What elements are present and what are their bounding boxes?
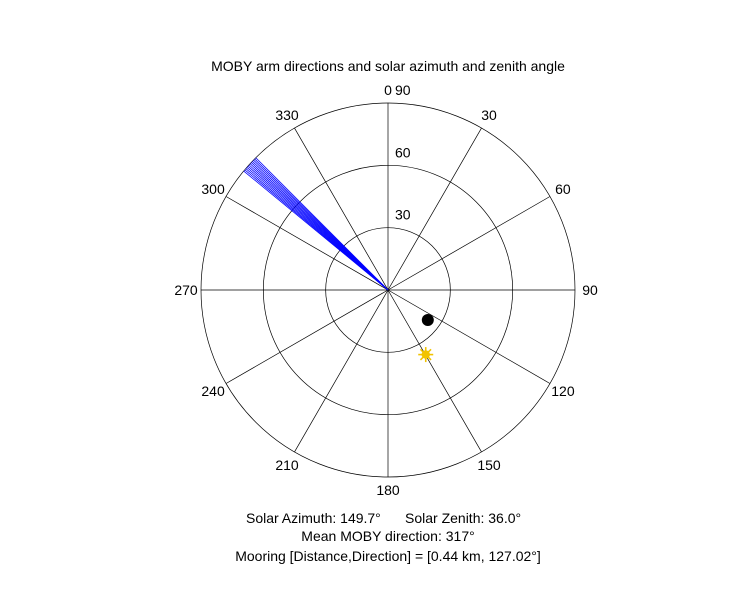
spoke-30	[387, 127, 482, 291]
chart-title: MOBY arm directions and solar azimuth an…	[211, 58, 565, 74]
mooring-marker	[421, 314, 434, 327]
radial-tick-label-30: 30	[395, 207, 411, 223]
sun-marker	[418, 347, 434, 363]
angle-tick-label-30: 30	[481, 107, 497, 123]
angle-tick-label-300: 300	[201, 181, 225, 197]
angle-tick-label-0: 0	[384, 82, 392, 98]
angle-tick-label-330: 330	[275, 107, 299, 123]
annotations: Solar Azimuth: 149.7° Solar Zenith: 36.0…	[235, 510, 541, 564]
solar-zenith-annotation: Solar Zenith: 36.0°	[405, 510, 521, 526]
angle-tick-label-60: 60	[555, 181, 571, 197]
solar-azimuth-annotation: Solar Azimuth: 149.7°	[246, 510, 381, 526]
data-layer	[243, 157, 434, 363]
mean-moby-direction-annotation: Mean MOBY direction: 317°	[301, 528, 474, 544]
spoke-60	[387, 196, 551, 291]
angle-tick-label-150: 150	[477, 457, 501, 473]
spoke-210	[294, 289, 389, 453]
angle-tick-label-180: 180	[376, 482, 400, 498]
angle-tick-label-90: 90	[582, 282, 598, 298]
radial-tick-label-60: 60	[395, 144, 411, 160]
spoke-150	[387, 289, 482, 453]
angle-tick-label-270: 270	[174, 282, 198, 298]
spoke-300	[225, 196, 389, 291]
tick-labels: 0 30 60 90 120 150 180 210 240 270 300 330 30 60 90	[174, 82, 598, 498]
angle-tick-label-210: 210	[275, 457, 299, 473]
spoke-120	[387, 289, 551, 384]
radial-tick-label-90: 90	[395, 82, 411, 98]
spoke-330	[294, 127, 389, 291]
angle-tick-label-120: 120	[551, 383, 575, 399]
spoke-240	[225, 289, 389, 384]
mooring-annotation: Mooring [Distance,Direction] = [0.44 km,…	[235, 548, 541, 564]
polar-grid	[200, 102, 576, 478]
angle-tick-label-240: 240	[201, 383, 225, 399]
sun-disk	[421, 350, 430, 359]
arm-direction-line-11	[255, 157, 389, 291]
